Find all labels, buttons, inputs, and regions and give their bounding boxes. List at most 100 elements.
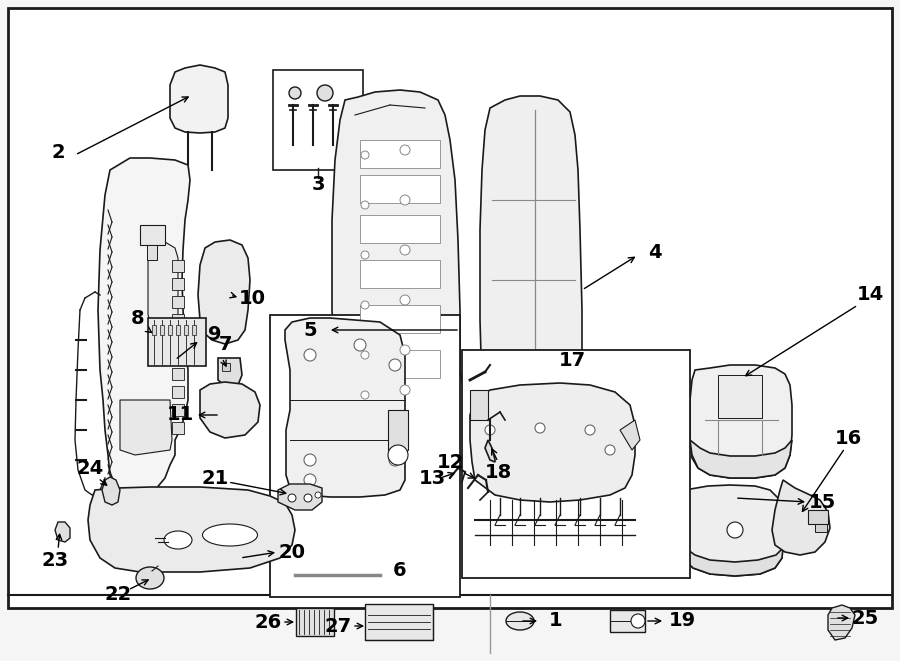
Polygon shape <box>102 477 120 505</box>
Circle shape <box>400 295 410 305</box>
Bar <box>160 325 164 335</box>
Bar <box>360 260 440 288</box>
Bar <box>365 604 433 640</box>
Circle shape <box>535 423 545 433</box>
Bar <box>172 422 184 434</box>
Text: 10: 10 <box>238 288 266 307</box>
Circle shape <box>289 87 301 99</box>
Polygon shape <box>198 240 250 344</box>
Bar <box>172 314 184 326</box>
Circle shape <box>361 151 369 159</box>
Circle shape <box>288 494 296 502</box>
Polygon shape <box>332 90 460 492</box>
Bar <box>222 363 230 371</box>
Bar <box>360 175 440 203</box>
Bar <box>148 318 206 366</box>
Text: 1: 1 <box>549 611 562 631</box>
Bar <box>270 315 460 597</box>
Bar <box>360 215 440 243</box>
Text: 6: 6 <box>393 561 407 580</box>
Circle shape <box>485 425 495 435</box>
Bar <box>152 325 156 335</box>
Circle shape <box>605 445 615 455</box>
Text: 23: 23 <box>41 551 68 570</box>
Text: 8: 8 <box>131 309 145 327</box>
Ellipse shape <box>202 524 257 546</box>
Circle shape <box>585 425 595 435</box>
Bar <box>192 325 196 335</box>
Circle shape <box>304 454 316 466</box>
Ellipse shape <box>164 531 192 549</box>
Text: 13: 13 <box>418 469 446 488</box>
Text: 27: 27 <box>324 617 352 635</box>
Text: 22: 22 <box>104 586 131 605</box>
Polygon shape <box>120 400 172 455</box>
Polygon shape <box>218 358 242 388</box>
Text: 21: 21 <box>202 469 229 488</box>
Polygon shape <box>148 242 178 330</box>
Polygon shape <box>828 605 855 640</box>
Text: 25: 25 <box>851 609 878 627</box>
Ellipse shape <box>506 612 534 630</box>
Bar <box>176 325 180 335</box>
Circle shape <box>400 195 410 205</box>
Text: 19: 19 <box>669 611 696 631</box>
Polygon shape <box>690 365 792 478</box>
Polygon shape <box>718 375 762 418</box>
Circle shape <box>317 85 333 101</box>
Text: 15: 15 <box>808 492 835 512</box>
Polygon shape <box>285 318 405 497</box>
Polygon shape <box>200 382 260 438</box>
Polygon shape <box>488 465 575 505</box>
Circle shape <box>361 391 369 399</box>
Bar <box>172 350 184 362</box>
Circle shape <box>389 414 401 426</box>
Polygon shape <box>170 65 228 133</box>
Polygon shape <box>620 420 640 450</box>
Circle shape <box>315 492 321 498</box>
Polygon shape <box>772 480 830 555</box>
Circle shape <box>361 201 369 209</box>
Circle shape <box>400 345 410 355</box>
Bar <box>388 410 408 450</box>
Bar <box>172 278 184 290</box>
Text: 24: 24 <box>76 459 104 477</box>
Text: 7: 7 <box>218 336 232 354</box>
Circle shape <box>361 251 369 259</box>
Text: 17: 17 <box>558 350 586 369</box>
Ellipse shape <box>136 567 164 589</box>
Bar <box>172 404 184 416</box>
Text: 12: 12 <box>436 453 464 471</box>
Polygon shape <box>680 548 783 576</box>
Text: 16: 16 <box>834 428 861 447</box>
Bar <box>360 305 440 333</box>
Bar <box>172 332 184 344</box>
Polygon shape <box>485 440 495 462</box>
Circle shape <box>631 614 645 628</box>
Text: 26: 26 <box>255 613 282 631</box>
Bar <box>360 350 440 378</box>
Circle shape <box>388 445 408 465</box>
Circle shape <box>354 339 366 351</box>
Polygon shape <box>440 370 465 490</box>
Circle shape <box>361 301 369 309</box>
Text: 20: 20 <box>278 543 305 561</box>
Text: 14: 14 <box>857 286 884 305</box>
Bar <box>172 386 184 398</box>
Bar <box>462 350 690 578</box>
Circle shape <box>727 522 743 538</box>
Bar <box>168 325 172 335</box>
Text: 11: 11 <box>166 405 194 424</box>
Bar <box>172 260 184 272</box>
Bar <box>360 140 440 168</box>
Bar <box>172 296 184 308</box>
Circle shape <box>304 349 316 361</box>
Bar <box>147 245 157 260</box>
Circle shape <box>400 385 410 395</box>
Polygon shape <box>55 522 70 542</box>
Polygon shape <box>470 383 635 502</box>
Text: 3: 3 <box>311 176 325 194</box>
Bar <box>172 368 184 380</box>
Bar <box>610 610 645 632</box>
Bar <box>140 225 165 245</box>
